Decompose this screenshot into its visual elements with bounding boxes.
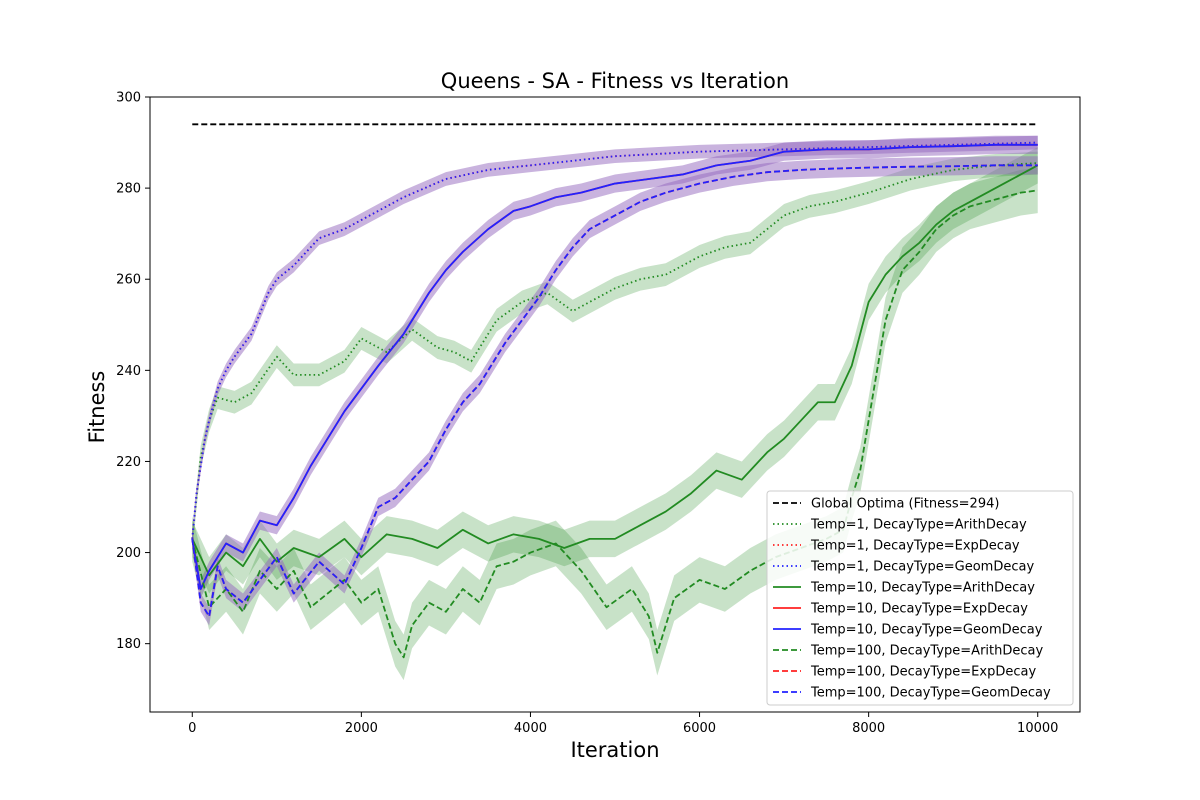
x-tick-label: 6000	[683, 721, 716, 736]
series-band-2	[192, 135, 1038, 546]
x-tick-label: 2000	[345, 721, 378, 736]
y-tick-label: 260	[116, 273, 141, 288]
x-axis: 0 2000 4000 6000 8000 10000	[188, 712, 1058, 736]
x-tick-label: 0	[188, 721, 196, 736]
y-tick-label: 300	[116, 91, 141, 106]
series-line-1	[191, 141, 1038, 539]
y-tick-label: 200	[116, 546, 141, 561]
chart-title: Queens - SA - Fitness vs Iteration	[441, 69, 789, 93]
legend-label-9: Temp=100, DecayType=GeomDecay	[810, 686, 1051, 701]
x-tick-label: 4000	[514, 721, 547, 736]
legend-label-6: Temp=10, DecayType=GeomDecay	[810, 623, 1043, 638]
legend: Global Optima (Fitness=294) Temp=1, Decay…	[766, 490, 1074, 706]
y-axis-label: Fitness	[85, 371, 109, 444]
legend-label-8: Temp=100, DecayType=ExpDecay	[810, 665, 1036, 680]
y-tick-label: 180	[116, 637, 141, 652]
series-line-3	[191, 164, 1039, 577]
y-axis: 180 200 220 240 260 280 300	[116, 91, 150, 652]
x-tick-label: 8000	[852, 721, 885, 736]
x-tick-label: 10000	[1017, 721, 1058, 736]
y-tick-label: 280	[116, 182, 141, 197]
plot-frame	[149, 96, 1081, 713]
legend-label-5: Temp=10, DecayType=ExpDecay	[810, 602, 1028, 617]
legend-label-4: Temp=10, DecayType=ArithDecay	[810, 581, 1035, 596]
legend-label-3: Temp=1, DecayType=GeomDecay	[810, 560, 1034, 575]
series-line-6	[191, 189, 1038, 659]
series-line-2	[191, 141, 1038, 539]
series-line-5	[191, 143, 1038, 590]
legend-box	[766, 490, 1074, 706]
legend-label-2: Temp=1, DecayType=ExpDecay	[810, 539, 1020, 554]
series-lines	[191, 123, 1039, 659]
x-axis-label: Iteration	[570, 738, 659, 762]
series-line-0	[191, 162, 1038, 539]
y-tick-label: 240	[116, 364, 141, 379]
legend-label-1: Temp=1, DecayType=ArithDecay	[810, 518, 1027, 533]
y-tick-label: 220	[116, 455, 141, 470]
legend-label-7: Temp=100, DecayType=ArithDecay	[810, 644, 1043, 659]
legend-label-0: Global Optima (Fitness=294)	[811, 497, 999, 512]
